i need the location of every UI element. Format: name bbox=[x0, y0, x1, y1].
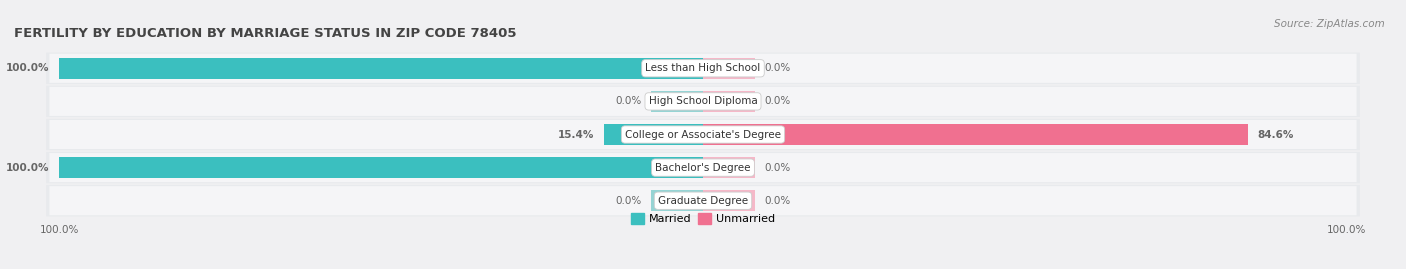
FancyBboxPatch shape bbox=[49, 186, 1357, 215]
Legend: Married, Unmarried: Married, Unmarried bbox=[627, 208, 779, 229]
Text: Less than High School: Less than High School bbox=[645, 63, 761, 73]
Bar bbox=[651, 91, 703, 112]
FancyBboxPatch shape bbox=[46, 152, 1360, 183]
Text: 0.0%: 0.0% bbox=[765, 162, 790, 173]
FancyBboxPatch shape bbox=[49, 153, 1357, 182]
FancyBboxPatch shape bbox=[46, 185, 1360, 217]
Bar bbox=[703, 190, 755, 211]
Bar bbox=[59, 157, 703, 178]
FancyBboxPatch shape bbox=[49, 87, 1357, 116]
Text: 0.0%: 0.0% bbox=[765, 63, 790, 73]
Text: College or Associate's Degree: College or Associate's Degree bbox=[626, 129, 780, 140]
Text: 84.6%: 84.6% bbox=[1257, 129, 1294, 140]
Bar bbox=[703, 91, 755, 112]
Bar bbox=[703, 124, 1247, 145]
Bar bbox=[651, 190, 703, 211]
Text: 15.4%: 15.4% bbox=[558, 129, 595, 140]
Text: Bachelor's Degree: Bachelor's Degree bbox=[655, 162, 751, 173]
Text: 100.0%: 100.0% bbox=[6, 162, 49, 173]
Text: FERTILITY BY EDUCATION BY MARRIAGE STATUS IN ZIP CODE 78405: FERTILITY BY EDUCATION BY MARRIAGE STATU… bbox=[14, 27, 516, 40]
Text: 100.0%: 100.0% bbox=[6, 63, 49, 73]
FancyBboxPatch shape bbox=[46, 52, 1360, 84]
FancyBboxPatch shape bbox=[46, 119, 1360, 150]
Text: 0.0%: 0.0% bbox=[616, 196, 641, 206]
Bar bbox=[59, 58, 703, 79]
Text: Source: ZipAtlas.com: Source: ZipAtlas.com bbox=[1274, 19, 1385, 29]
Bar bbox=[703, 58, 755, 79]
FancyBboxPatch shape bbox=[49, 54, 1357, 83]
Text: 0.0%: 0.0% bbox=[616, 96, 641, 107]
Text: High School Diploma: High School Diploma bbox=[648, 96, 758, 107]
FancyBboxPatch shape bbox=[46, 86, 1360, 117]
Text: 0.0%: 0.0% bbox=[765, 196, 790, 206]
Bar bbox=[603, 124, 703, 145]
Text: 0.0%: 0.0% bbox=[765, 96, 790, 107]
FancyBboxPatch shape bbox=[49, 120, 1357, 149]
Bar bbox=[703, 157, 755, 178]
Text: Graduate Degree: Graduate Degree bbox=[658, 196, 748, 206]
